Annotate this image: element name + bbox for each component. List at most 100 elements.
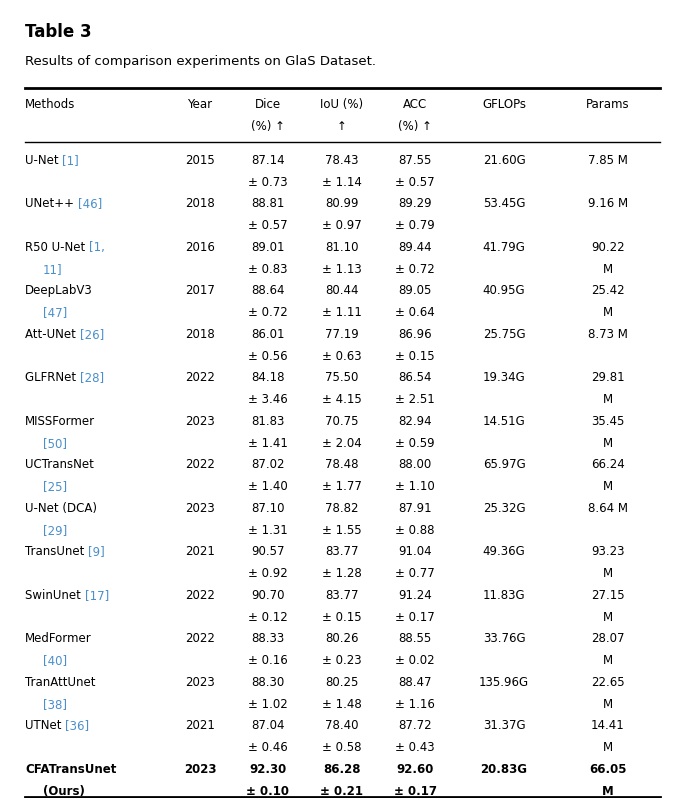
Text: 2023: 2023 [184, 763, 216, 776]
Text: 25.75G: 25.75G [483, 328, 525, 341]
Text: ± 3.46: ± 3.46 [248, 393, 288, 406]
Text: 87.14: 87.14 [251, 154, 285, 167]
Text: 40.95G: 40.95G [483, 285, 525, 298]
Text: 78.40: 78.40 [326, 720, 358, 733]
Text: U-Net: U-Net [25, 154, 62, 167]
Text: 80.44: 80.44 [326, 285, 358, 298]
Text: 88.47: 88.47 [398, 676, 432, 689]
Text: ± 0.72: ± 0.72 [395, 263, 435, 276]
Text: 89.29: 89.29 [398, 197, 432, 211]
Text: 86.01: 86.01 [251, 328, 285, 341]
Text: [29]: [29] [43, 524, 67, 537]
Text: ↑: ↑ [337, 120, 347, 133]
Text: SwinUnet: SwinUnet [25, 589, 85, 602]
Text: 88.00: 88.00 [398, 459, 432, 472]
Text: Params: Params [586, 98, 630, 111]
Text: ± 0.46: ± 0.46 [248, 741, 288, 754]
Text: ± 2.04: ± 2.04 [322, 437, 362, 450]
Text: Methods: Methods [25, 98, 75, 111]
Text: 80.99: 80.99 [326, 197, 358, 211]
Text: 14.51G: 14.51G [483, 415, 525, 428]
Text: 86.96: 86.96 [398, 328, 432, 341]
Text: 88.30: 88.30 [252, 676, 285, 689]
Text: ± 1.41: ± 1.41 [248, 437, 288, 450]
Text: 86.28: 86.28 [324, 763, 360, 776]
Text: 2021: 2021 [185, 546, 215, 559]
Text: ± 0.21: ± 0.21 [321, 785, 363, 798]
Text: 80.25: 80.25 [326, 676, 358, 689]
Text: 25.42: 25.42 [591, 285, 624, 298]
Text: [47]: [47] [43, 306, 67, 319]
Text: 135.96G: 135.96G [479, 676, 529, 689]
Text: ± 0.43: ± 0.43 [395, 741, 435, 754]
Text: [17]: [17] [85, 589, 109, 602]
Text: 31.37G: 31.37G [483, 720, 525, 733]
Text: M: M [603, 437, 613, 450]
Text: 90.70: 90.70 [251, 589, 285, 602]
Text: ± 0.56: ± 0.56 [248, 350, 288, 363]
Text: UNet++: UNet++ [25, 197, 78, 211]
Text: ± 2.51: ± 2.51 [395, 393, 435, 406]
Text: 41.79G: 41.79G [483, 241, 525, 254]
Text: 89.05: 89.05 [398, 285, 432, 298]
Text: 9.16 M: 9.16 M [588, 197, 628, 211]
Text: 83.77: 83.77 [326, 589, 358, 602]
Text: ± 1.28: ± 1.28 [322, 567, 362, 580]
Text: 90.22: 90.22 [591, 241, 624, 254]
Text: ± 0.58: ± 0.58 [322, 741, 362, 754]
Text: ± 1.31: ± 1.31 [248, 524, 288, 537]
Text: 2015: 2015 [185, 154, 215, 167]
Text: 91.04: 91.04 [398, 546, 432, 559]
Text: 2018: 2018 [185, 328, 215, 341]
Text: GFLOPs: GFLOPs [482, 98, 526, 111]
Text: M: M [603, 698, 613, 711]
Text: 82.94: 82.94 [398, 415, 432, 428]
Text: 87.04: 87.04 [251, 720, 285, 733]
Text: [25]: [25] [43, 480, 67, 493]
Text: Table 3: Table 3 [25, 23, 92, 41]
Text: 33.76G: 33.76G [483, 633, 525, 646]
Text: 88.55: 88.55 [398, 633, 432, 646]
Text: ± 0.57: ± 0.57 [395, 176, 435, 189]
Text: 87.72: 87.72 [398, 720, 432, 733]
Text: M: M [603, 567, 613, 580]
Text: 53.45G: 53.45G [483, 197, 525, 211]
Text: CFATransUnet: CFATransUnet [25, 763, 116, 776]
Text: M: M [603, 263, 613, 276]
Text: ± 0.79: ± 0.79 [395, 219, 435, 232]
Text: 89.44: 89.44 [398, 241, 432, 254]
Text: ± 0.83: ± 0.83 [248, 263, 288, 276]
Text: ± 1.40: ± 1.40 [248, 480, 288, 493]
Text: R50 U-Net: R50 U-Net [25, 241, 89, 254]
Text: 29.81: 29.81 [591, 372, 624, 385]
Text: M: M [603, 306, 613, 319]
Text: M: M [603, 654, 613, 667]
Text: M: M [603, 611, 613, 624]
Text: [50]: [50] [43, 437, 67, 450]
Text: 66.05: 66.05 [589, 763, 627, 776]
Text: [28]: [28] [80, 372, 104, 385]
Text: MISSFormer: MISSFormer [25, 415, 95, 428]
Text: 2022: 2022 [185, 633, 215, 646]
Text: 92.60: 92.60 [396, 763, 434, 776]
Text: 2022: 2022 [185, 372, 215, 385]
Text: 83.77: 83.77 [326, 546, 358, 559]
Text: 89.01: 89.01 [251, 241, 285, 254]
Text: Dice: Dice [255, 98, 281, 111]
Text: M: M [603, 480, 613, 493]
Text: 87.10: 87.10 [251, 502, 285, 515]
Text: ± 0.17: ± 0.17 [393, 785, 436, 798]
Text: ± 1.10: ± 1.10 [395, 480, 435, 493]
Text: M: M [603, 741, 613, 754]
Text: ± 0.12: ± 0.12 [248, 611, 288, 624]
Text: 19.34G: 19.34G [483, 372, 525, 385]
Text: 91.24: 91.24 [398, 589, 432, 602]
Text: 87.91: 87.91 [398, 502, 432, 515]
Text: 2017: 2017 [185, 285, 215, 298]
Text: ± 0.88: ± 0.88 [395, 524, 435, 537]
Text: ± 0.15: ± 0.15 [322, 611, 362, 624]
Text: ± 1.14: ± 1.14 [322, 176, 362, 189]
Text: ± 0.15: ± 0.15 [395, 350, 435, 363]
Text: 28.07: 28.07 [591, 633, 624, 646]
Text: (%) ↑: (%) ↑ [398, 120, 432, 133]
